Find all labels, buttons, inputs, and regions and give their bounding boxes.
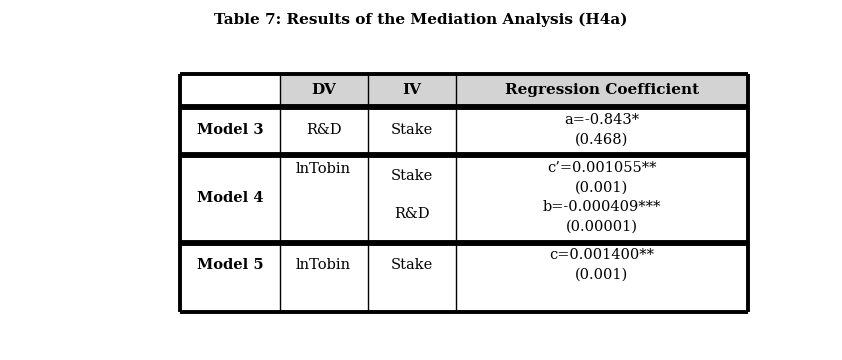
Bar [368, 74, 456, 106]
Bar [368, 106, 456, 154]
Bar [456, 74, 748, 106]
Text: lnTobin: lnTobin [296, 162, 351, 176]
Text: Model 3: Model 3 [197, 123, 264, 137]
Text: Model 5: Model 5 [197, 258, 264, 272]
Text: lnTobin: lnTobin [296, 258, 351, 272]
Text: R&D: R&D [394, 207, 429, 221]
Bar [456, 106, 748, 154]
Bar [280, 106, 368, 154]
Bar [180, 106, 280, 154]
Bar [456, 154, 748, 242]
Text: IV: IV [402, 83, 421, 97]
Bar [280, 154, 368, 242]
Bar [180, 242, 280, 288]
Bar [368, 242, 456, 288]
Text: Stake: Stake [391, 168, 433, 183]
Text: Table 7: Results of the Mediation Analysis (H4a): Table 7: Results of the Mediation Analys… [214, 13, 628, 27]
Bar [180, 154, 280, 242]
Bar [456, 242, 748, 288]
Bar [368, 154, 456, 242]
Bar [280, 74, 368, 106]
Bar [280, 242, 368, 288]
Bar [180, 74, 280, 106]
Text: Model 4: Model 4 [197, 191, 264, 204]
Text: Stake: Stake [391, 258, 433, 272]
Text: c’=0.001055**
(0.001)
b=-0.000409***
(0.00001): c’=0.001055** (0.001) b=-0.000409*** (0.… [542, 161, 661, 234]
Text: c=0.001400**
(0.001): c=0.001400** (0.001) [549, 248, 654, 282]
Text: R&D: R&D [306, 123, 342, 137]
Text: Stake: Stake [391, 123, 433, 137]
Text: Regression Coefficient: Regression Coefficient [504, 83, 699, 97]
Text: DV: DV [312, 83, 336, 97]
Text: a=-0.843*
(0.468): a=-0.843* (0.468) [564, 113, 639, 147]
